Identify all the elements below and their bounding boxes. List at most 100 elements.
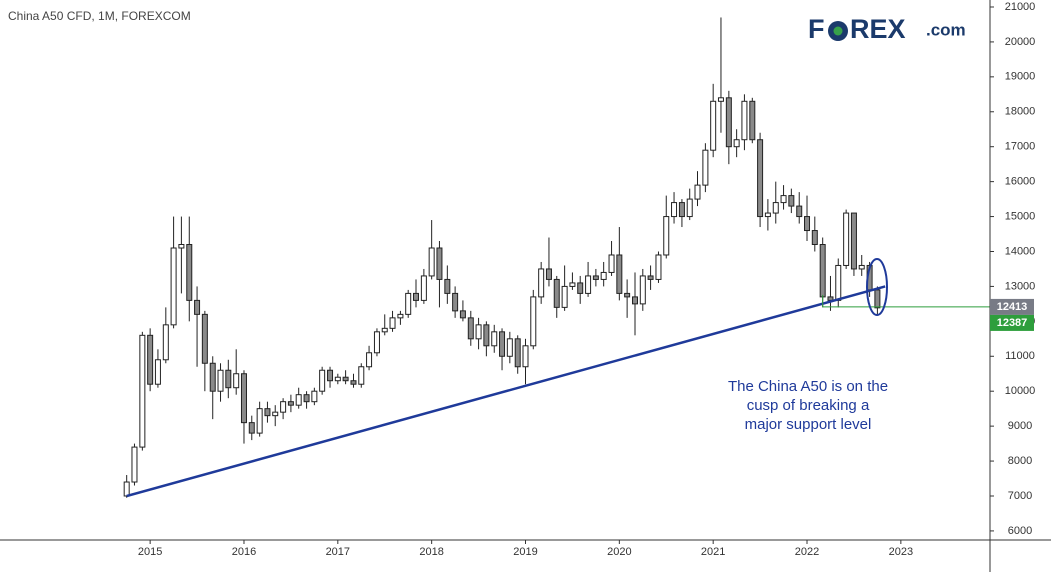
candle-body bbox=[178, 244, 185, 249]
candle-body bbox=[804, 216, 811, 232]
price-label-layer: 12413 12387 bbox=[990, 298, 1034, 331]
candle-body bbox=[295, 394, 302, 406]
candle-body bbox=[459, 310, 466, 319]
highlight-ellipse bbox=[866, 258, 888, 316]
candle-body bbox=[796, 205, 803, 218]
candle-body bbox=[162, 324, 169, 361]
candle-body bbox=[194, 299, 201, 315]
annotation-line: cusp of breaking a bbox=[747, 397, 870, 414]
candle-body bbox=[741, 100, 748, 141]
candle-body bbox=[569, 282, 576, 287]
y-tick-label: 20000 bbox=[1005, 36, 1036, 48]
logo-o-center bbox=[833, 26, 843, 36]
y-tick-label: 16000 bbox=[1005, 176, 1036, 188]
price-label: 12413 bbox=[997, 301, 1028, 313]
candle-body bbox=[186, 244, 193, 301]
candle-body bbox=[499, 331, 506, 357]
x-tick-label: 2022 bbox=[795, 546, 819, 558]
candle-body bbox=[139, 334, 146, 448]
candle-body bbox=[264, 408, 271, 417]
annotation: The China A50 is on the cusp of breaking… bbox=[728, 378, 888, 433]
candle-body bbox=[585, 275, 592, 294]
candle-body bbox=[358, 366, 365, 385]
candle-body bbox=[514, 338, 521, 368]
x-tick-label: 2015 bbox=[138, 546, 162, 558]
price-label: 12387 bbox=[997, 317, 1028, 329]
x-tick-label: 2016 bbox=[232, 546, 256, 558]
candle-body bbox=[319, 369, 326, 392]
candle-body bbox=[858, 264, 865, 270]
candle-body bbox=[850, 212, 857, 270]
candle-body bbox=[624, 292, 631, 298]
x-tick-label: 2018 bbox=[419, 546, 443, 558]
logo-text: F bbox=[808, 14, 825, 44]
candle-body bbox=[874, 289, 881, 309]
candle-body bbox=[686, 198, 693, 218]
logo: F REX .com bbox=[808, 14, 966, 44]
candle-body bbox=[717, 97, 724, 102]
tick-layer: 6000700080009000100001100012000130001400… bbox=[138, 1, 1035, 558]
logo-text: REX bbox=[850, 14, 906, 44]
candle-body bbox=[334, 376, 341, 382]
candle-body bbox=[303, 394, 310, 403]
candle-body bbox=[491, 331, 498, 347]
y-tick-label: 18000 bbox=[1005, 106, 1036, 118]
candle-body bbox=[342, 376, 349, 382]
candle-body bbox=[389, 317, 396, 329]
x-tick-label: 2021 bbox=[701, 546, 725, 558]
annotation-line: The China A50 is on the bbox=[728, 378, 888, 395]
chart-title: China A50 CFD, 1M, FOREXCOM bbox=[8, 9, 191, 23]
candle-body bbox=[710, 100, 717, 151]
candle-body bbox=[154, 359, 161, 385]
candle-body bbox=[444, 278, 451, 294]
candle-body bbox=[350, 380, 357, 385]
candle-body bbox=[788, 195, 795, 207]
candle-body bbox=[561, 285, 568, 308]
candle-body bbox=[240, 373, 247, 424]
candle-body bbox=[381, 327, 388, 333]
annotation-line: major support level bbox=[745, 416, 872, 433]
candle-body bbox=[647, 275, 654, 280]
candle-body bbox=[147, 334, 154, 385]
candle-body bbox=[217, 369, 224, 392]
candle-body bbox=[506, 338, 513, 357]
x-tick-label: 2023 bbox=[889, 546, 913, 558]
y-tick-label: 11000 bbox=[1005, 350, 1035, 362]
candle-body bbox=[327, 369, 334, 382]
price-label-box bbox=[990, 298, 1034, 315]
candle-body bbox=[420, 275, 427, 301]
candle-body bbox=[201, 313, 208, 364]
trendline bbox=[126, 285, 886, 498]
y-tick-label: 17000 bbox=[1005, 141, 1036, 153]
candle-body bbox=[733, 139, 740, 148]
candle-body bbox=[663, 216, 670, 256]
candle-body bbox=[233, 373, 240, 389]
candle-body bbox=[843, 212, 850, 266]
candle-body bbox=[366, 352, 373, 368]
candle-body bbox=[780, 195, 787, 204]
y-tick-label: 14000 bbox=[1005, 245, 1036, 257]
candle-body bbox=[225, 369, 232, 389]
candle-body bbox=[131, 446, 138, 483]
candle-body bbox=[248, 422, 255, 434]
candle-body bbox=[811, 230, 818, 246]
candle-body bbox=[373, 331, 380, 354]
candle-body bbox=[639, 275, 646, 305]
candle-body bbox=[757, 139, 764, 218]
candle-body bbox=[725, 97, 732, 148]
candle-body bbox=[170, 247, 177, 326]
y-tick-label: 13000 bbox=[1005, 280, 1036, 292]
y-tick-label: 8000 bbox=[1008, 455, 1032, 467]
y-tick-label: 21000 bbox=[1005, 1, 1036, 13]
candle-body bbox=[671, 202, 678, 218]
candle-body bbox=[616, 254, 623, 294]
candle-body bbox=[702, 149, 709, 186]
candle-body bbox=[397, 313, 404, 319]
candle-body bbox=[452, 292, 459, 312]
candle-body bbox=[412, 292, 419, 301]
candle-body bbox=[287, 401, 294, 406]
candle-body bbox=[678, 202, 685, 218]
candle-body bbox=[835, 264, 842, 301]
x-tick-label: 2020 bbox=[607, 546, 631, 558]
